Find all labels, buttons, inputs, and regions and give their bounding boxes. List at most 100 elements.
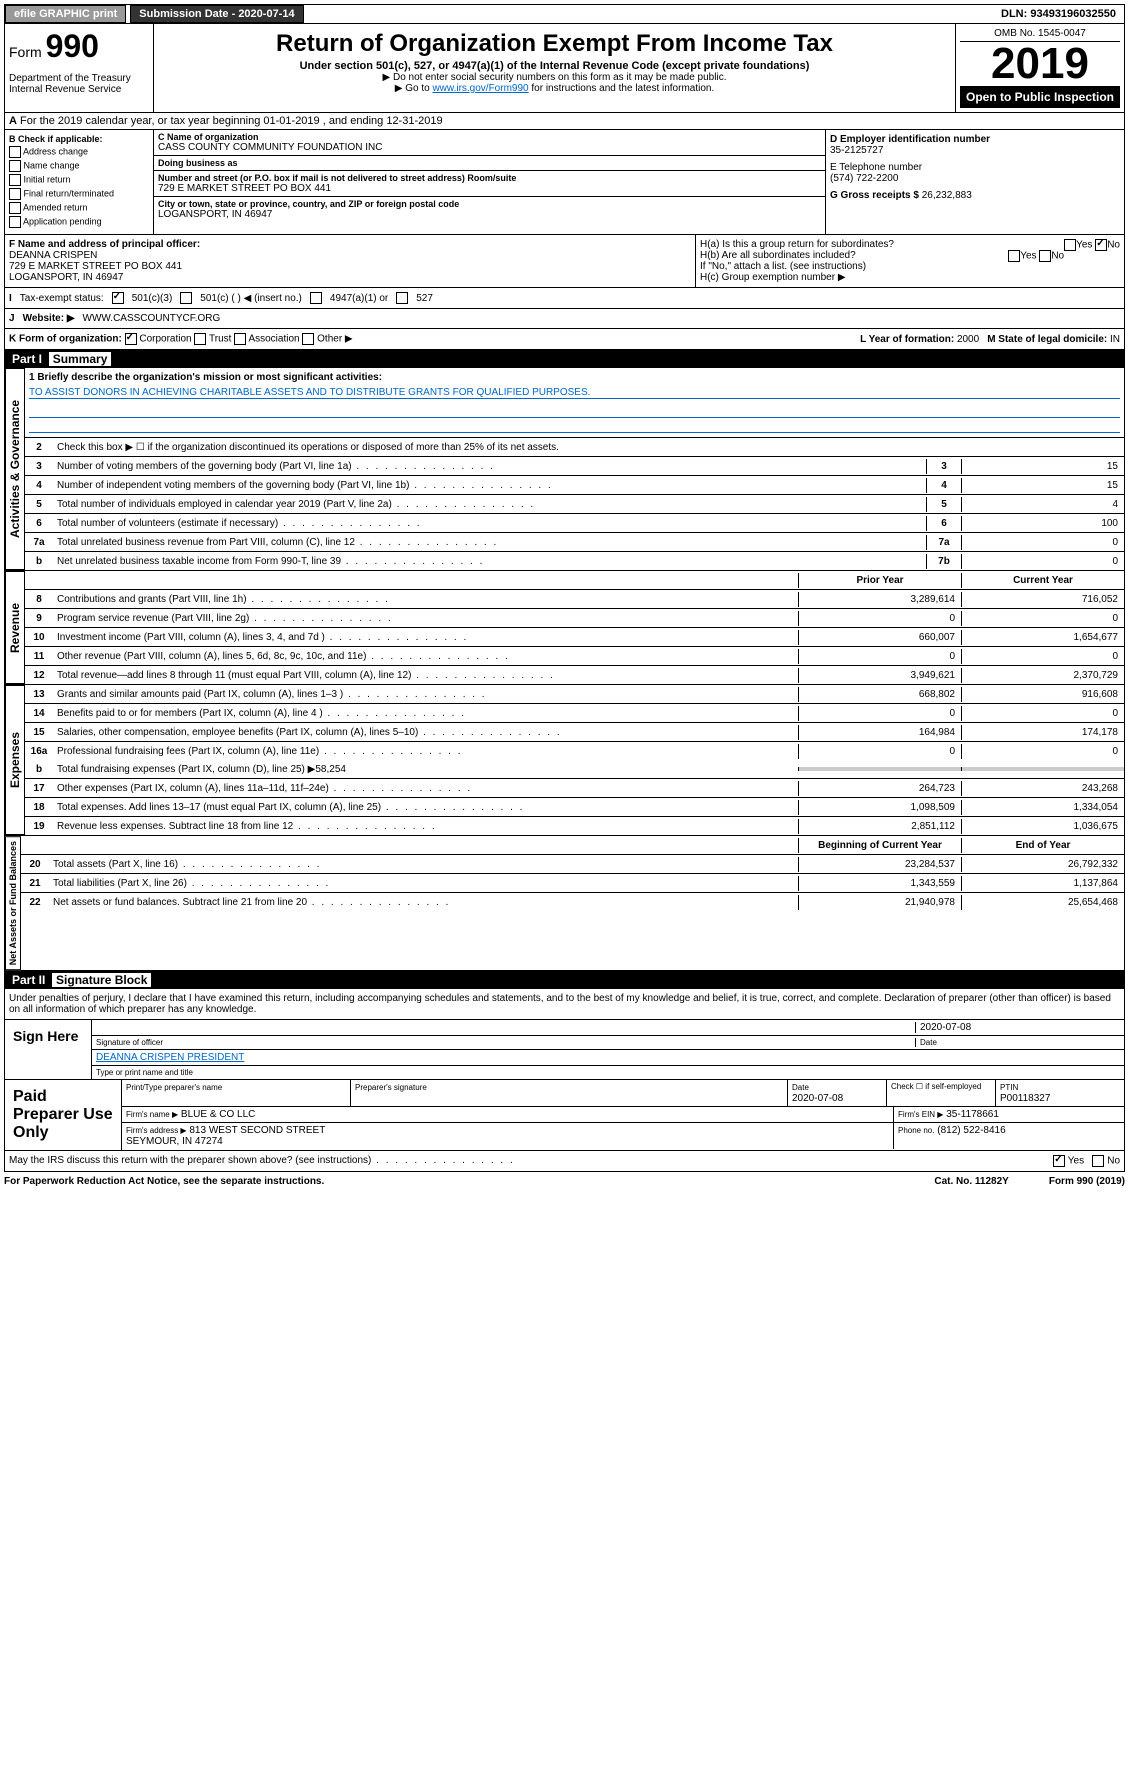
cb-501c3[interactable] xyxy=(112,292,124,304)
l-lbl: L Year of formation: xyxy=(860,334,954,345)
city-lbl: City or town, state or province, country… xyxy=(158,199,821,209)
efile-btn[interactable]: efile GRAPHIC print xyxy=(5,5,126,23)
table-row: 13Grants and similar amounts paid (Part … xyxy=(25,685,1124,704)
preparer-section: Paid Preparer Use Only Print/Type prepar… xyxy=(4,1080,1125,1151)
cb-other[interactable] xyxy=(302,333,314,345)
k-lbl: K Form of organization: xyxy=(9,334,122,345)
table-row: 4Number of independent voting members of… xyxy=(25,476,1124,495)
b-header: B Check if applicable: xyxy=(9,134,103,144)
cb-amended[interactable]: Amended return xyxy=(9,202,149,214)
part1-revenue: Revenue Prior YearCurrent Year 8Contribu… xyxy=(4,571,1125,685)
addr: 729 E MARKET STREET PO BOX 441 xyxy=(158,183,821,194)
mission-text: TO ASSIST DONORS IN ACHIEVING CHARITABLE… xyxy=(29,387,1120,399)
form-ref: Form 990 (2019) xyxy=(1049,1176,1125,1187)
year-box: OMB No. 1545-0047 2019 Open to Public In… xyxy=(955,24,1124,112)
section-f: F Name and address of principal officer:… xyxy=(5,235,696,287)
hc-lbl: H(c) Group exemption number ▶ xyxy=(700,272,1120,283)
gov-label: Activities & Governance xyxy=(5,368,25,570)
part1-governance: Activities & Governance 1 Briefly descri… xyxy=(4,368,1125,571)
bottom-row: For Paperwork Reduction Act Notice, see … xyxy=(4,1172,1125,1191)
col-d: D Employer identification number35-21257… xyxy=(826,130,1124,234)
hdr-beg: Beginning of Current Year xyxy=(798,838,961,853)
subdate-btn[interactable]: Submission Date - 2020-07-14 xyxy=(130,5,303,23)
cb-discuss-no[interactable] xyxy=(1092,1155,1104,1167)
col-b: B Check if applicable: Address change Na… xyxy=(5,130,154,234)
cb-4947[interactable] xyxy=(310,292,322,304)
part2-header: Part II Signature Block xyxy=(4,971,1125,989)
m-lbl: M State of legal domicile: xyxy=(987,334,1107,345)
table-row: 16aProfessional fundraising fees (Part I… xyxy=(25,742,1124,760)
subtitle: Under section 501(c), 527, or 4947(a)(1)… xyxy=(158,60,951,72)
city: LOGANSPORT, IN 46947 xyxy=(158,209,821,220)
officer-name: DEANNA CRISPEN xyxy=(9,250,97,261)
table-row: 14Benefits paid to or for members (Part … xyxy=(25,704,1124,723)
l-val: 2000 xyxy=(957,334,979,345)
cb-name[interactable]: Name change xyxy=(9,160,149,172)
mission-lbl: 1 Briefly describe the organization's mi… xyxy=(29,372,382,383)
table-row: 18Total expenses. Add lines 13–17 (must … xyxy=(25,798,1124,817)
sig-date: 2020-07-08 xyxy=(915,1022,1120,1033)
hdr-curr: Current Year xyxy=(961,573,1124,588)
cb-501c[interactable] xyxy=(180,292,192,304)
signature-section: Under penalties of perjury, I declare th… xyxy=(4,989,1125,1080)
hdr-prior: Prior Year xyxy=(798,573,961,588)
dba-lbl: Doing business as xyxy=(158,158,821,168)
tel-lbl: E Telephone number xyxy=(830,162,922,173)
part1-netassets: Net Assets or Fund Balances Beginning of… xyxy=(4,836,1125,971)
ein-lbl: D Employer identification number xyxy=(830,134,990,145)
cb-assoc[interactable] xyxy=(234,333,246,345)
cb-discuss-yes[interactable] xyxy=(1053,1155,1065,1167)
title-box: Return of Organization Exempt From Incom… xyxy=(154,24,955,112)
part1-expenses: Expenses 13Grants and similar amounts pa… xyxy=(4,685,1125,836)
web-row: J Website: ▶ WWW.CASSCOUNTYCF.ORG xyxy=(4,309,1125,329)
i-lbl: Tax-exempt status: xyxy=(20,293,104,304)
part2-title: Signature Block xyxy=(52,973,151,987)
officer-addr2: LOGANSPORT, IN 46947 xyxy=(9,272,123,283)
table-row: 11Other revenue (Part VIII, column (A), … xyxy=(25,647,1124,666)
cb-address[interactable]: Address change xyxy=(9,146,149,158)
exp-label: Expenses xyxy=(5,685,25,835)
officer-addr1: 729 E MARKET STREET PO BOX 441 xyxy=(9,261,182,272)
open-inspection: Open to Public Inspection xyxy=(960,86,1120,108)
cb-527[interactable] xyxy=(396,292,408,304)
table-row: 8Contributions and grants (Part VIII, li… xyxy=(25,590,1124,609)
table-row: 9Program service revenue (Part VIII, lin… xyxy=(25,609,1124,628)
table-row: 22Net assets or fund balances. Subtract … xyxy=(21,893,1124,911)
website: WWW.CASSCOUNTYCF.ORG xyxy=(83,313,221,324)
addr-lbl: Number and street (or P.O. box if mail i… xyxy=(158,173,821,183)
cb-initial[interactable]: Initial return xyxy=(9,174,149,186)
hdr-end: End of Year xyxy=(961,838,1124,853)
ein: 35-2125727 xyxy=(830,145,883,156)
cb-pending[interactable]: Application pending xyxy=(9,216,149,228)
sign-here: Sign Here xyxy=(5,1020,92,1079)
tel: (574) 722-2200 xyxy=(830,173,898,184)
officer-sig-name: DEANNA CRISPEN PRESIDENT xyxy=(96,1052,1120,1063)
table-row: 7aTotal unrelated business revenue from … xyxy=(25,533,1124,552)
table-row: 15Salaries, other compensation, employee… xyxy=(25,723,1124,742)
date-lbl: Date xyxy=(915,1038,1120,1047)
net-label: Net Assets or Fund Balances xyxy=(5,836,21,970)
info-grid: B Check if applicable: Address change Na… xyxy=(4,130,1125,235)
cb-corp[interactable] xyxy=(125,333,137,345)
prep-label: Paid Preparer Use Only xyxy=(5,1080,122,1150)
irs-link[interactable]: www.irs.gov/Form990 xyxy=(432,83,528,94)
m-val: IN xyxy=(1110,334,1120,345)
cb-final[interactable]: Final return/terminated xyxy=(9,188,149,200)
table-row: 20Total assets (Part X, line 16)23,284,5… xyxy=(21,855,1124,874)
hb-lbl: H(b) Are all subordinates included? xyxy=(700,250,856,261)
org-name: CASS COUNTY COMMUNITY FOUNDATION INC xyxy=(158,142,821,153)
table-row: 17Other expenses (Part IX, column (A), l… xyxy=(25,779,1124,798)
formorg-row: K Form of organization: Corporation Trus… xyxy=(4,329,1125,350)
tax-year: 2019 xyxy=(960,42,1120,86)
col-c: C Name of organizationCASS COUNTY COMMUN… xyxy=(154,130,826,234)
f-lbl: F Name and address of principal officer: xyxy=(9,239,200,250)
table-row: bNet unrelated business taxable income f… xyxy=(25,552,1124,570)
part1-header: Part I Summary xyxy=(4,350,1125,368)
j-lbl: Website: ▶ xyxy=(23,313,75,324)
hb-note: If "No," attach a list. (see instruction… xyxy=(700,261,1120,272)
cb-trust[interactable] xyxy=(194,333,206,345)
status-row: I Tax-exempt status: 501(c)(3) 501(c) ( … xyxy=(4,288,1125,309)
form-title: Return of Organization Exempt From Incom… xyxy=(158,30,951,58)
mission-block: 1 Briefly describe the organization's mi… xyxy=(25,368,1124,438)
ha-lbl: H(a) Is this a group return for subordin… xyxy=(700,239,894,250)
